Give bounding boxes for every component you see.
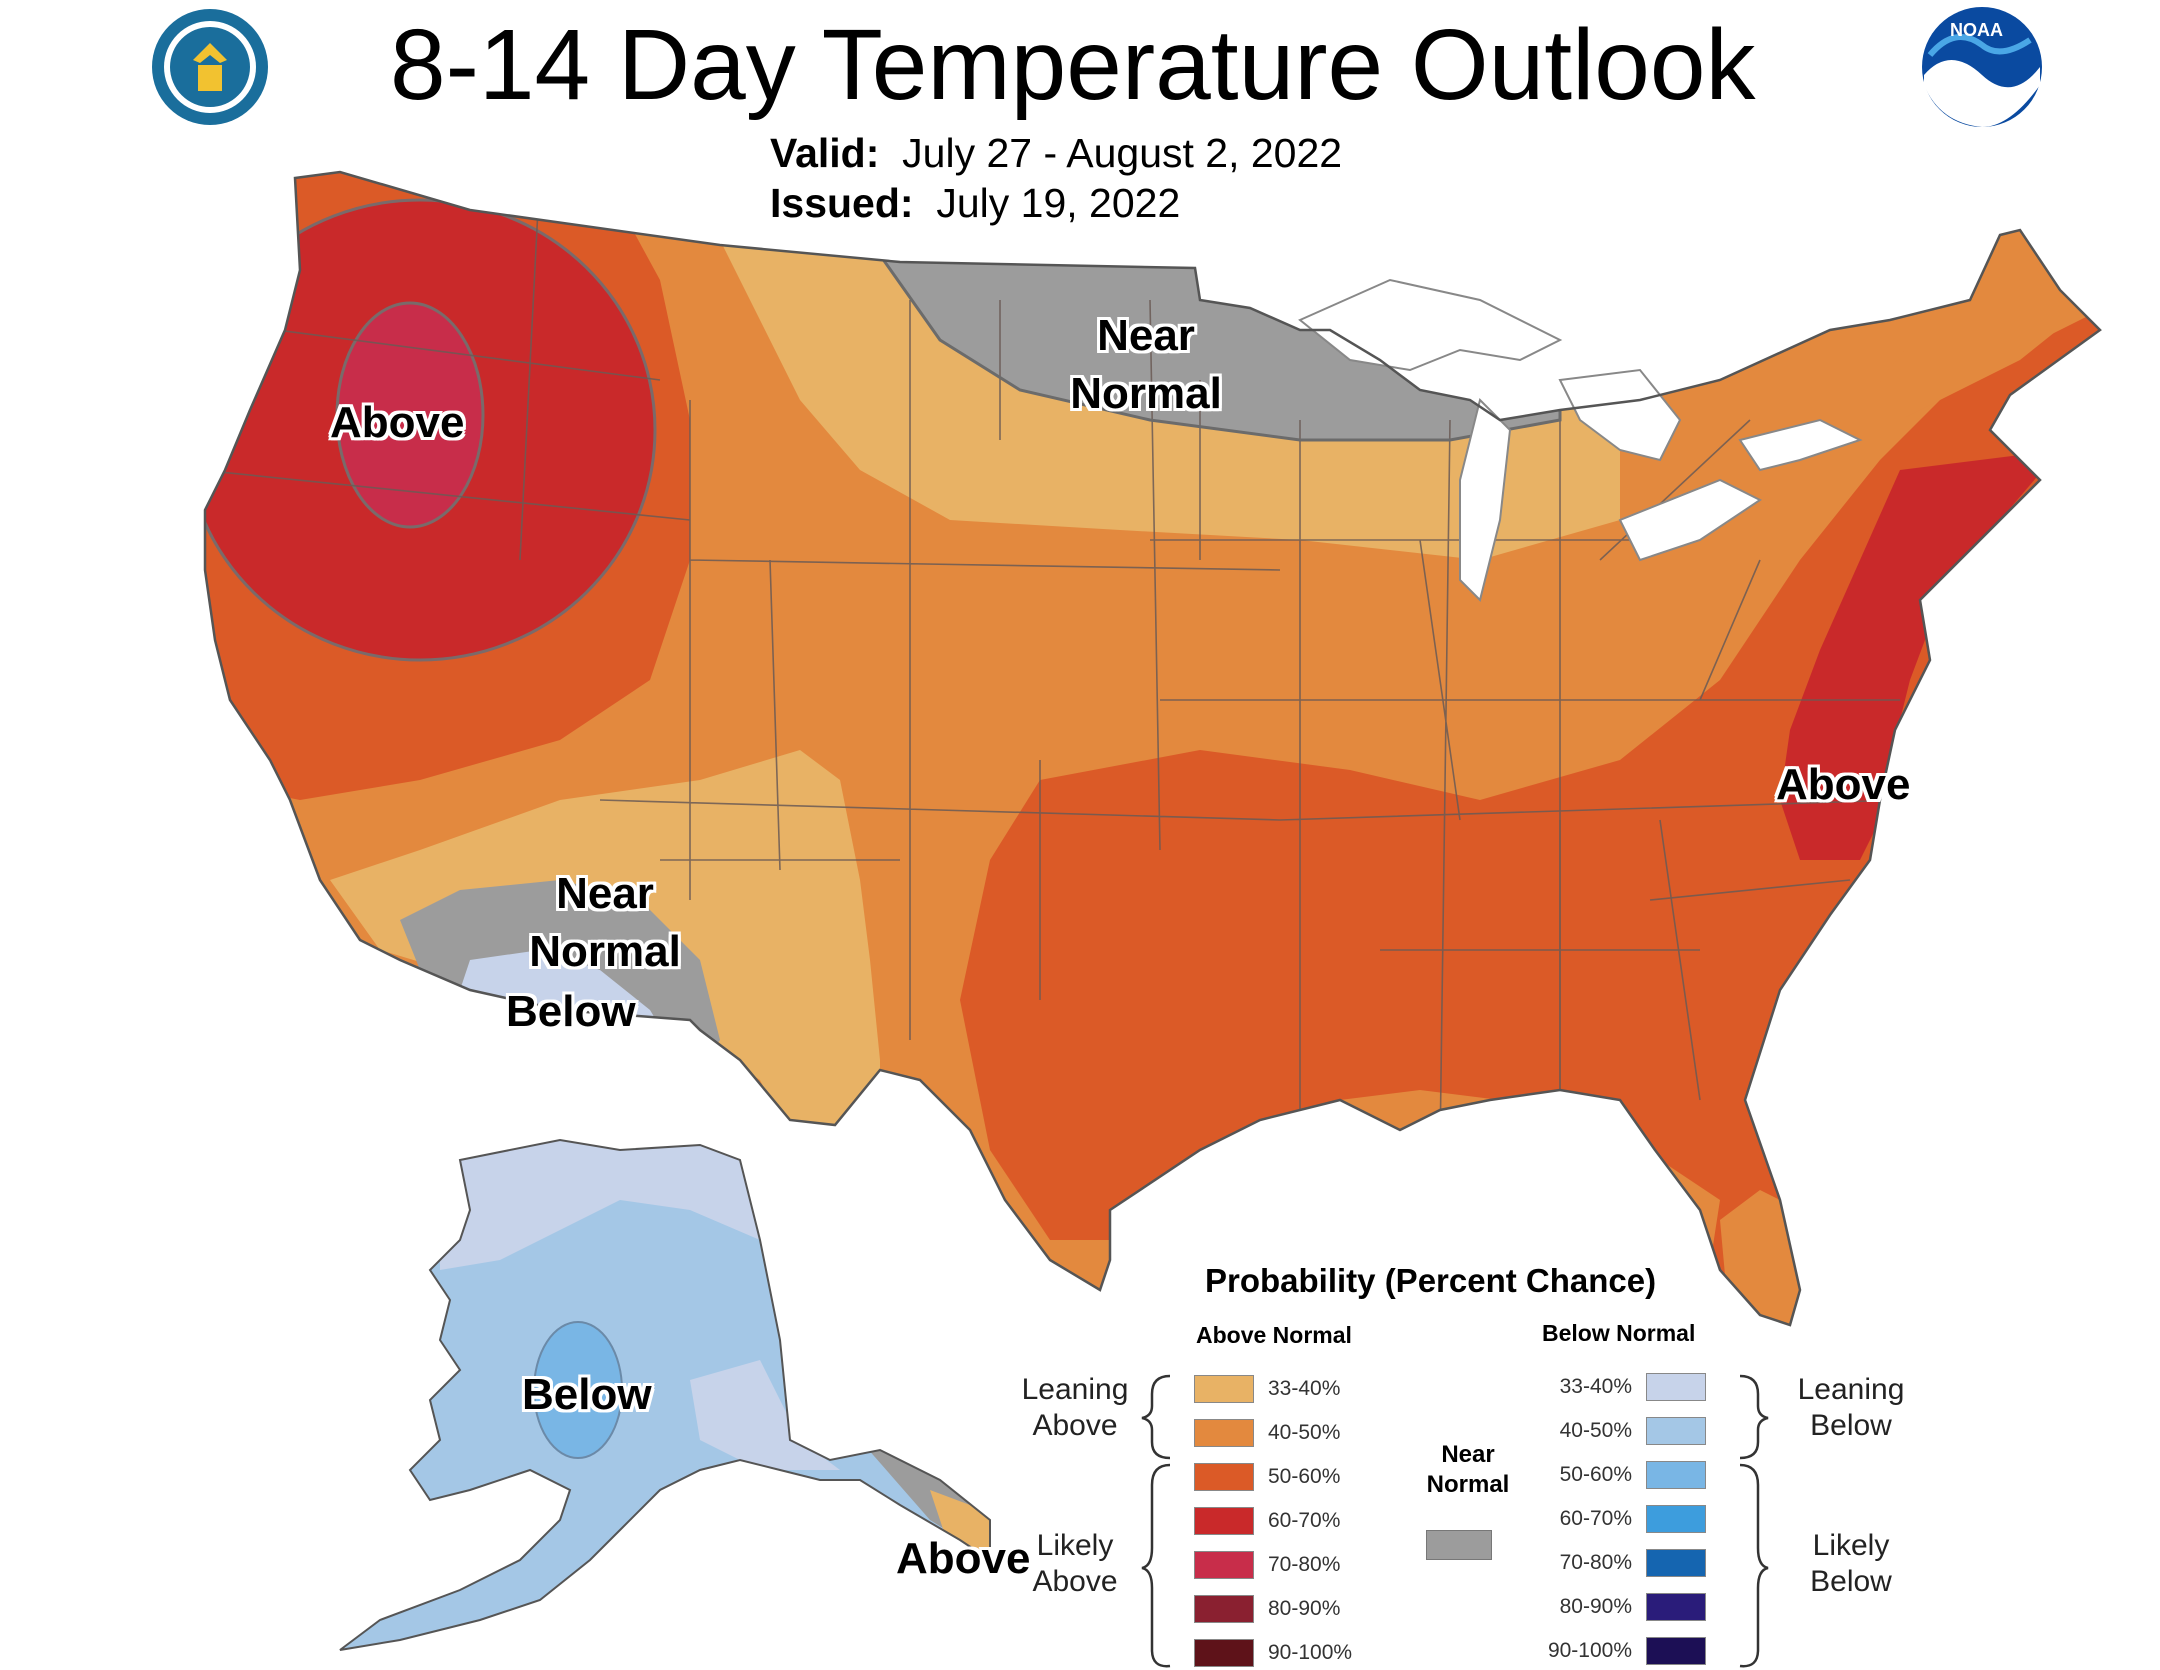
legend-near-normal-line1: Near — [1441, 1441, 1495, 1468]
issued-line: Issued: July 19, 2022 — [770, 180, 1180, 227]
label-north-near-line2: Normal — [1070, 369, 1222, 418]
label-southwest-near: Near Normal — [515, 865, 695, 981]
legend-above-row: 60-70% — [1194, 1504, 1340, 1538]
legend-below-swatch — [1646, 1549, 1706, 1577]
legend-likely-below-line2: Below — [1810, 1565, 1892, 1598]
legend-below-row: 40-50% — [1542, 1414, 1706, 1448]
noaa-logo-icon — [1920, 5, 2045, 130]
legend-below-swatch — [1646, 1373, 1706, 1401]
legend-below-row: 50-60% — [1542, 1458, 1706, 1492]
legend-above-row: 33-40% — [1194, 1372, 1340, 1406]
legend-below-header: Below Normal — [1542, 1320, 1696, 1346]
legend-above-label: 50-60% — [1268, 1465, 1341, 1488]
legend-near-normal-line2: Normal — [1426, 1471, 1510, 1498]
legend-above-label: 70-80% — [1268, 1553, 1341, 1576]
legend-above-swatch — [1194, 1419, 1254, 1447]
legend-near-normal-swatch — [1426, 1530, 1492, 1560]
issued-date: July 19, 2022 — [936, 180, 1181, 226]
legend-above-label: 60-70% — [1268, 1509, 1341, 1532]
legend-below-swatch — [1646, 1637, 1706, 1665]
legend-below-row: 33-40% — [1542, 1370, 1706, 1404]
legend-leaning-below-line2: Below — [1810, 1409, 1892, 1442]
legend-below-swatch — [1646, 1461, 1706, 1489]
legend-below-label: 80-90% — [1559, 1595, 1632, 1618]
legend-above-swatch — [1194, 1375, 1254, 1403]
legend-above-row: 50-60% — [1194, 1460, 1340, 1494]
label-alaska-below: Below — [522, 1370, 652, 1419]
commerce-seal-icon — [148, 5, 273, 130]
label-southwest-near-line2: Normal — [529, 927, 681, 976]
issued-label: Issued: — [770, 180, 914, 226]
label-southwest-below: Below — [506, 987, 636, 1036]
legend-below-row: 80-90% — [1542, 1590, 1706, 1624]
label-southwest-near-line1: Near — [556, 869, 654, 918]
legend-above-swatch — [1194, 1463, 1254, 1491]
legend-below-swatch — [1646, 1417, 1706, 1445]
valid-line: Valid: July 27 - August 2, 2022 — [770, 130, 1342, 177]
legend-below-label: 50-60% — [1559, 1463, 1632, 1486]
legend-below-swatch — [1646, 1505, 1706, 1533]
noaa-logo-text: NOAA — [1950, 20, 2003, 40]
legend-leaning-below-line1: Leaning — [1797, 1373, 1905, 1406]
legend-likely-above: Likely Above — [1010, 1528, 1140, 1600]
label-north-near: Near Normal — [1056, 307, 1236, 423]
legend-leaning-above-line2: Above — [1032, 1409, 1118, 1442]
label-alaska-panhandle-above: Above — [896, 1534, 1031, 1583]
legend-below-label: 40-50% — [1559, 1419, 1632, 1442]
legend-above-swatch — [1194, 1507, 1254, 1535]
legend-below-row: 60-70% — [1542, 1502, 1706, 1536]
legend-below-label: 33-40% — [1559, 1375, 1632, 1398]
label-east-above: Above — [1776, 760, 1911, 809]
legend-title: Probability (Percent Chance) — [1205, 1262, 1657, 1299]
page-title: 8-14 Day Temperature Outlook — [390, 9, 1756, 121]
legend-below-row: 90-100% — [1542, 1634, 1706, 1668]
legend-below-label: 60-70% — [1559, 1507, 1632, 1530]
legend-above-row: 80-90% — [1194, 1592, 1340, 1626]
legend-likely-above-line1: Likely — [1036, 1529, 1114, 1562]
legend-above-row: 70-80% — [1194, 1548, 1340, 1582]
legend-near-normal: Near Normal — [1418, 1440, 1518, 1500]
legend-below-label: 90-100% — [1547, 1639, 1632, 1662]
legend-above-label: 80-90% — [1268, 1597, 1341, 1620]
legend-above-swatch — [1194, 1551, 1254, 1579]
legend-above-label: 40-50% — [1268, 1421, 1341, 1444]
legend-leaning-above: Leaning Above — [1010, 1372, 1140, 1444]
valid-label: Valid: — [770, 130, 880, 176]
legend-above-row: 90-100% — [1194, 1636, 1352, 1670]
legend-likely-above-line2: Above — [1032, 1565, 1118, 1598]
legend-above-label: 90-100% — [1268, 1641, 1353, 1664]
legend-below-swatch — [1646, 1593, 1706, 1621]
legend-below-row: 70-80% — [1542, 1546, 1706, 1580]
legend-above-swatch — [1194, 1639, 1254, 1667]
label-northwest-above: Above — [330, 398, 465, 447]
legend-above-header: Above Normal — [1196, 1322, 1352, 1348]
legend-leaning-above-line1: Leaning — [1021, 1373, 1129, 1406]
label-north-near-line1: Near — [1097, 311, 1195, 360]
legend-above-swatch — [1194, 1595, 1254, 1623]
legend-above-row: 40-50% — [1194, 1416, 1340, 1450]
legend-likely-below: Likely Below — [1786, 1528, 1916, 1600]
valid-date: July 27 - August 2, 2022 — [902, 130, 1343, 176]
legend-leaning-below: Leaning Below — [1786, 1372, 1916, 1444]
legend-above-label: 33-40% — [1268, 1377, 1341, 1400]
legend-likely-below-line1: Likely — [1812, 1529, 1890, 1562]
legend-below-label: 70-80% — [1559, 1551, 1632, 1574]
